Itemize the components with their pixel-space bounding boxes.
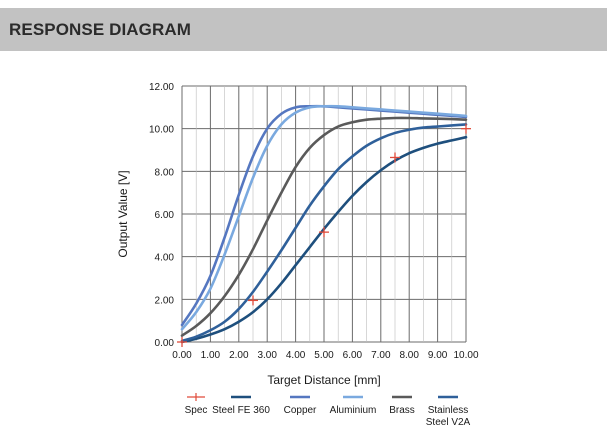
x-tick-label: 3.00 <box>257 350 277 361</box>
y-tick-label: 12.00 <box>149 82 174 93</box>
legend-label: Brass <box>389 405 415 416</box>
chart-grid <box>181 85 467 343</box>
y-tick-label: 6.00 <box>155 210 175 221</box>
legend-label: Stainless <box>428 405 469 416</box>
section-title: RESPONSE DIAGRAM <box>9 20 192 39</box>
y-tick-label: 10.00 <box>149 125 174 136</box>
x-tick-label: 6.00 <box>343 350 363 361</box>
y-tick-label: 8.00 <box>155 167 175 178</box>
y-tick-label: 4.00 <box>155 253 175 264</box>
y-tick-label: 0.00 <box>155 338 175 349</box>
series-line-brass <box>180 116 468 337</box>
spec-markers <box>177 123 471 347</box>
section-header: RESPONSE DIAGRAM <box>0 8 607 51</box>
x-tick-label: 2.00 <box>229 350 249 361</box>
x-tick-label: 9.00 <box>428 350 448 361</box>
x-tick-label: 7.00 <box>371 350 391 361</box>
legend-label: Copper <box>284 405 317 416</box>
legend-item: Brass <box>389 395 415 416</box>
legend-item: Copper <box>284 395 317 416</box>
legend-item: Spec <box>185 393 208 416</box>
legend-label: Spec <box>185 405 208 416</box>
x-tick-label: 5.00 <box>314 350 334 361</box>
y-axis-label: Output Value [V] <box>116 170 130 257</box>
spec-marker <box>461 123 471 134</box>
legend-item: Aluminium <box>330 395 377 416</box>
x-axis-label: Target Distance [mm] <box>267 373 380 387</box>
legend-label: Steel FE 360 <box>212 405 270 416</box>
y-tick-label: 2.00 <box>155 295 175 306</box>
chart-legend: Spec Steel FE 360 Copper Aluminium Brass Stai… <box>185 393 471 428</box>
x-tick-label: 8.00 <box>399 350 419 361</box>
legend-label: Aluminium <box>330 405 377 416</box>
spec-marker <box>177 337 187 347</box>
legend-item: Steel FE 360 <box>212 395 270 416</box>
legend-label-line2: Steel V2A <box>426 417 471 428</box>
x-tick-label: 4.00 <box>286 350 306 361</box>
spec-marker <box>248 295 258 306</box>
series-line-stainless-steel-v2a <box>180 123 468 343</box>
spec-marker <box>390 152 400 163</box>
series-line-aluminium <box>180 104 468 331</box>
x-tick-label: 10.00 <box>453 350 478 361</box>
x-tick-label: 1.00 <box>201 350 221 361</box>
spec-marker <box>319 227 329 238</box>
chart-axes: 0.00 1.00 2.00 3.00 4.00 5.00 6.00 7.00 8.00 9.00… <box>116 82 479 387</box>
x-tick-label: 0.00 <box>172 350 192 361</box>
